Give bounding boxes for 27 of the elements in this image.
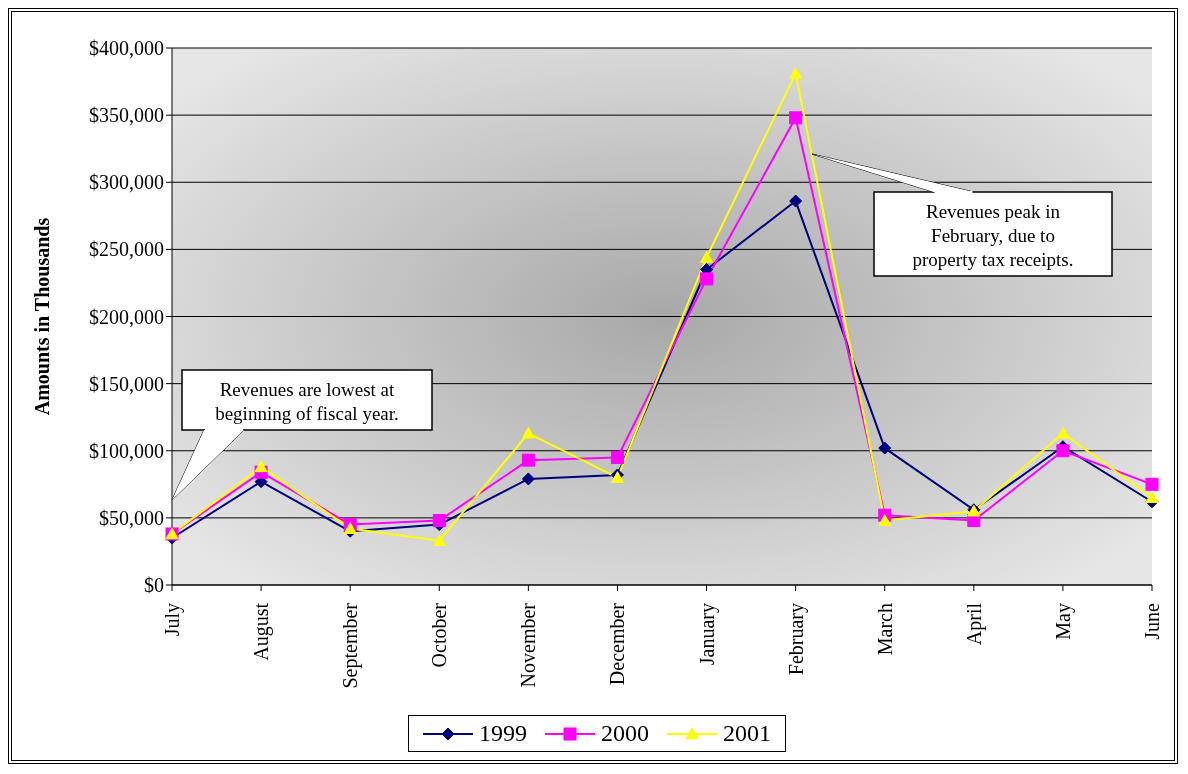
y-tick-label: $400,000	[89, 37, 164, 60]
y-tick-label: $350,000	[89, 104, 164, 127]
x-tick-label: September	[339, 602, 363, 689]
y-tick-label: $200,000	[89, 305, 164, 328]
x-tick-label: December	[606, 602, 629, 686]
annotation: Revenues peak in February, due to property tax receipts.	[912, 201, 1074, 270]
x-tick-label: August	[250, 602, 274, 661]
legend-label: 2000	[601, 720, 649, 747]
legend-label: 1999	[479, 720, 527, 747]
x-tick-label: February	[784, 603, 808, 676]
x-tick-label: January	[695, 603, 719, 666]
y-tick-label: $250,000	[89, 238, 164, 261]
legend-label: 2001	[723, 720, 771, 747]
x-tick-label: July	[161, 603, 184, 637]
x-tick-label: October	[428, 602, 451, 668]
y-axis-title: Amounts in Thousands	[31, 217, 54, 416]
x-tick-label: April	[962, 602, 986, 646]
x-tick-label: March	[873, 603, 896, 656]
y-tick-label: $150,000	[89, 372, 164, 395]
y-tick-label: $0	[144, 574, 164, 597]
x-tick-label: November	[517, 602, 540, 688]
annotation: Revenues are lowest at beginning of fiscal year.	[215, 379, 399, 424]
y-tick-label: $300,000	[89, 171, 164, 194]
y-tick-label: $100,000	[89, 439, 164, 462]
x-tick-label: May	[1051, 603, 1075, 640]
y-tick-label: $50,000	[99, 506, 164, 529]
x-tick-label: June	[1141, 602, 1163, 640]
